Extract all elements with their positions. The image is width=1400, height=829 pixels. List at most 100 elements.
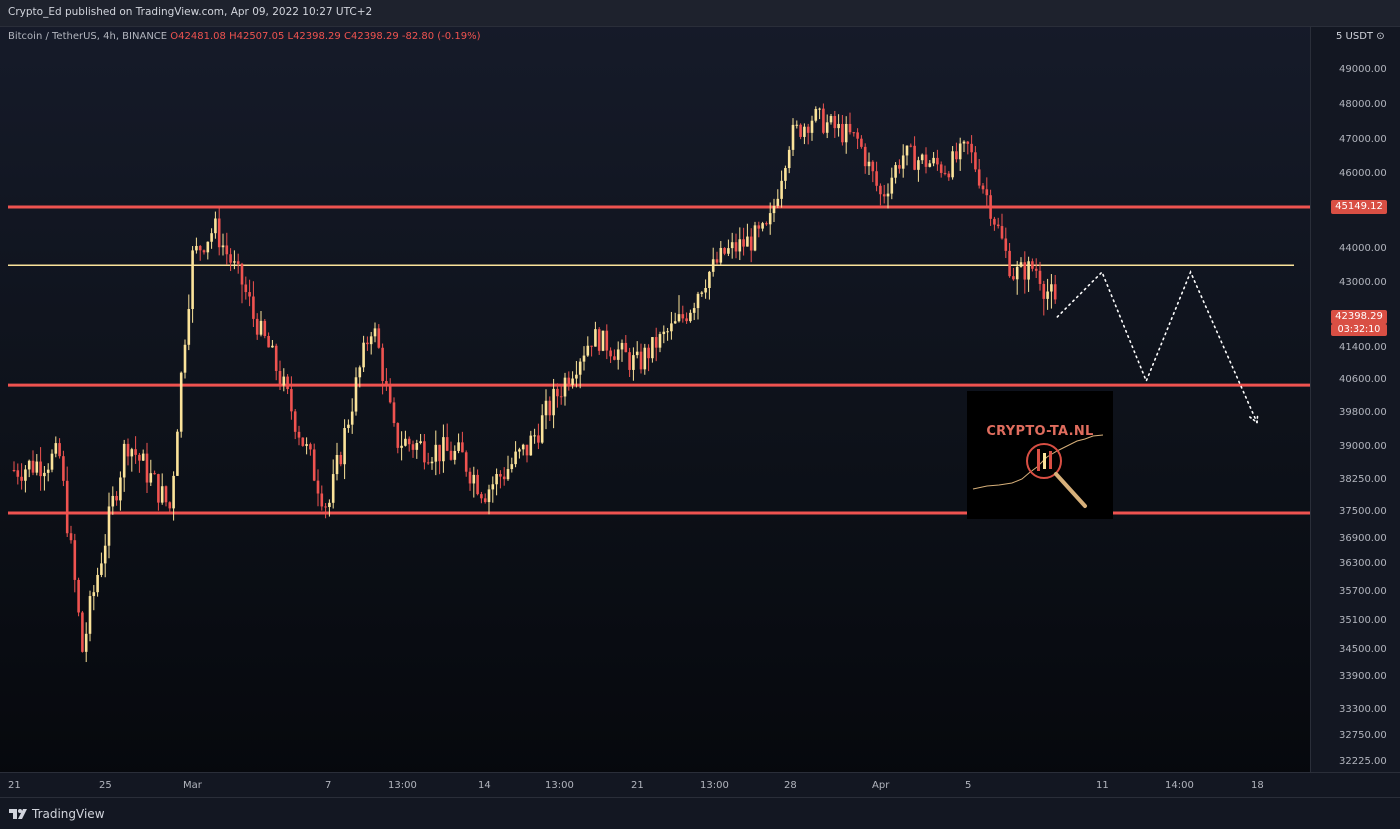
candle bbox=[347, 419, 350, 433]
tradingview-brand[interactable]: TradingView bbox=[32, 807, 105, 821]
candle bbox=[229, 248, 232, 272]
candle bbox=[719, 241, 723, 266]
candle bbox=[240, 262, 244, 304]
price-tick-label: 47000.00 bbox=[1339, 134, 1387, 145]
candle bbox=[290, 376, 293, 420]
candle bbox=[780, 170, 783, 208]
candle bbox=[913, 136, 916, 171]
candle bbox=[521, 443, 525, 456]
candle bbox=[1008, 242, 1011, 278]
candle bbox=[510, 457, 514, 473]
candle bbox=[856, 128, 859, 150]
candle bbox=[271, 339, 274, 348]
candle bbox=[1027, 256, 1030, 292]
time-tick-label: 28 bbox=[784, 780, 797, 791]
candle bbox=[27, 459, 31, 478]
candle bbox=[331, 459, 335, 509]
candle bbox=[305, 437, 308, 455]
candle bbox=[848, 112, 852, 135]
level-price-tag: 45149.12 bbox=[1331, 200, 1387, 214]
candle bbox=[624, 335, 628, 353]
candle bbox=[483, 493, 487, 504]
candle bbox=[932, 152, 935, 167]
candle bbox=[449, 441, 453, 461]
candle bbox=[613, 349, 616, 361]
candle bbox=[814, 106, 818, 123]
candle bbox=[677, 295, 681, 323]
candle bbox=[164, 485, 168, 507]
candle bbox=[236, 253, 240, 274]
currency-selector[interactable]: 5 USDT ⊙ bbox=[1336, 31, 1385, 42]
candle bbox=[46, 463, 50, 482]
candle bbox=[974, 146, 977, 173]
candle bbox=[715, 251, 719, 265]
candle bbox=[529, 430, 533, 456]
candle bbox=[689, 309, 692, 323]
ohlc-open: O42481.08 bbox=[170, 31, 226, 42]
candle bbox=[548, 396, 552, 422]
candle bbox=[282, 368, 286, 392]
candle bbox=[278, 360, 282, 390]
candle bbox=[943, 165, 947, 176]
candle bbox=[423, 434, 426, 470]
candle bbox=[765, 221, 768, 226]
candle bbox=[540, 404, 544, 444]
price-tick-label: 35100.00 bbox=[1339, 615, 1387, 626]
candle bbox=[692, 302, 696, 321]
candle bbox=[875, 161, 878, 192]
candle bbox=[776, 189, 780, 209]
projection-path bbox=[1056, 270, 1258, 424]
candle bbox=[1046, 278, 1049, 310]
candle bbox=[328, 499, 331, 517]
time-tick-label: 13:00 bbox=[700, 780, 729, 791]
candlestick-chart[interactable] bbox=[0, 0, 1310, 772]
candle bbox=[324, 503, 327, 519]
price-tick-label: 39800.00 bbox=[1339, 407, 1387, 418]
candle bbox=[909, 143, 913, 148]
candle bbox=[673, 312, 677, 324]
candle bbox=[461, 431, 464, 453]
candle bbox=[366, 336, 369, 351]
candle bbox=[525, 444, 529, 463]
candle bbox=[643, 343, 647, 375]
candle bbox=[244, 276, 248, 300]
price-tick-label: 35700.00 bbox=[1339, 586, 1387, 597]
price-tick-label: 41400.00 bbox=[1339, 342, 1387, 353]
candle bbox=[563, 372, 567, 406]
candle bbox=[818, 107, 821, 120]
candle bbox=[472, 466, 476, 498]
candle bbox=[544, 389, 548, 430]
time-tick-label: 18 bbox=[1251, 780, 1264, 791]
candle bbox=[620, 339, 624, 362]
candle bbox=[309, 442, 312, 456]
price-tick-label: 34500.00 bbox=[1339, 644, 1387, 655]
candle bbox=[457, 433, 460, 454]
candle bbox=[514, 441, 517, 468]
candle bbox=[730, 232, 734, 259]
candle bbox=[39, 447, 42, 491]
price-axis[interactable]: 49000.00 48000.00 47000.00 46000.00 44000.00… bbox=[1310, 27, 1400, 772]
price-tick-label: 43000.00 bbox=[1339, 277, 1387, 288]
candle bbox=[100, 552, 103, 578]
price-tick-label: 39000.00 bbox=[1339, 441, 1387, 452]
candle bbox=[742, 227, 745, 256]
candle bbox=[787, 146, 791, 174]
candle bbox=[81, 610, 84, 653]
candle bbox=[905, 145, 909, 166]
candle bbox=[16, 463, 20, 485]
symbol-name: Bitcoin / TetherUS, 4h, BINANCE bbox=[8, 31, 168, 42]
candle bbox=[335, 442, 339, 481]
candle bbox=[1031, 258, 1034, 272]
candle bbox=[141, 449, 145, 462]
candle bbox=[575, 361, 578, 388]
crypto-ta-watermark: CRYPTO-TA.NL bbox=[967, 391, 1113, 519]
price-tick-label: 37500.00 bbox=[1339, 506, 1387, 517]
candle bbox=[487, 484, 491, 515]
candle bbox=[647, 344, 650, 372]
candle bbox=[936, 149, 939, 171]
candle bbox=[1012, 267, 1015, 281]
candle bbox=[966, 140, 970, 155]
candle bbox=[749, 228, 753, 263]
time-axis[interactable]: 21 25 Mar 7 13:00 14 13:00 21 13:00 28 Apr 5 11 14:00… bbox=[0, 772, 1400, 797]
candle bbox=[286, 374, 289, 395]
